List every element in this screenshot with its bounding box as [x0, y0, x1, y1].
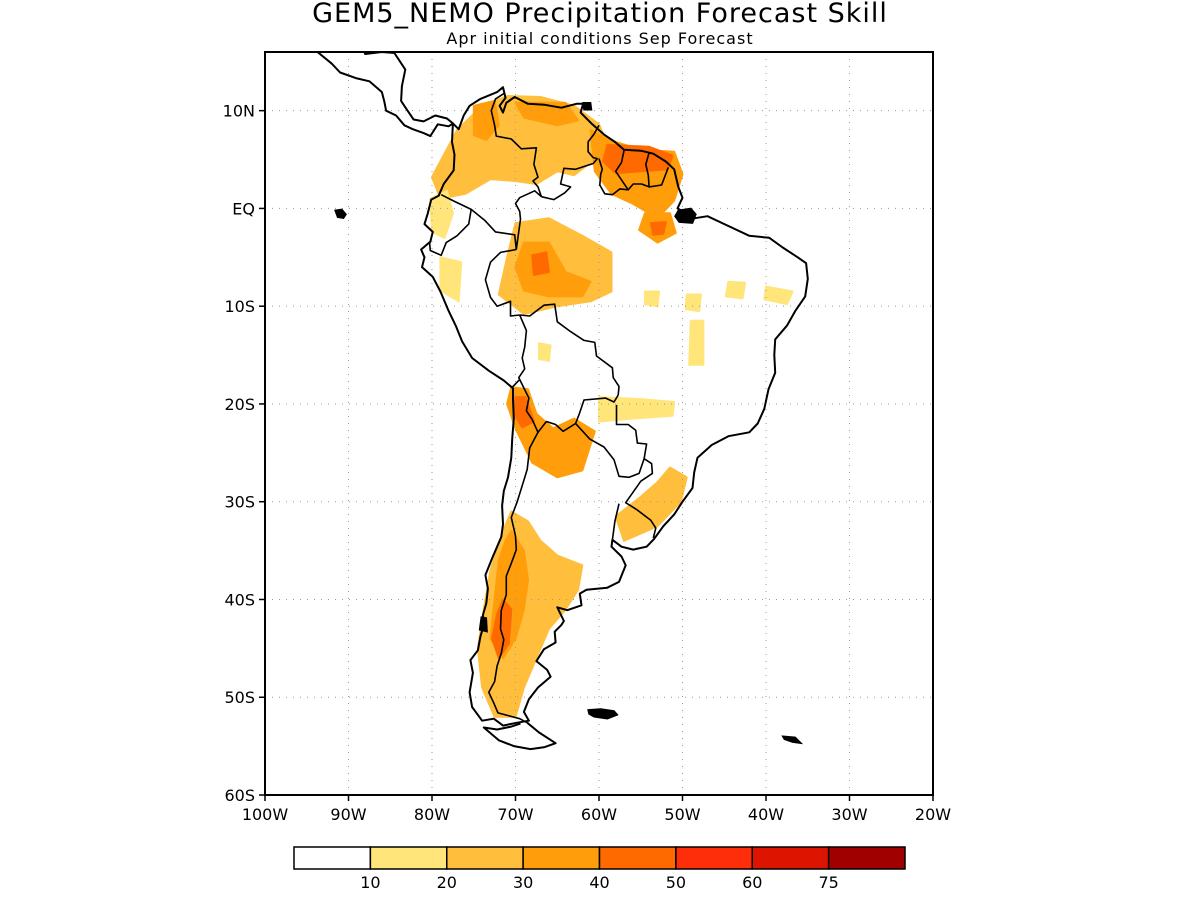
border-guyana-suriname	[614, 150, 629, 191]
border-ecuador-peru	[428, 209, 472, 257]
border-bolivia-brazil	[519, 303, 620, 396]
y-tick-label: 10S	[224, 297, 255, 316]
border-chile-bolivia-argentina	[487, 379, 539, 724]
skill-region-piaui-patch	[724, 280, 747, 300]
skill-region-peru-patch	[439, 256, 463, 303]
y-tick-label: 40S	[224, 590, 255, 609]
colorbar-swatch	[827, 846, 906, 870]
longitude-axis: 100W 90W 80W 70W 60W 50W 40W 30W 20W	[242, 795, 951, 824]
border-paraguay-brazil	[615, 404, 648, 459]
skill-region-guianas-core	[602, 143, 674, 175]
x-tick-label: 100W	[242, 805, 289, 824]
map-gridlines	[265, 52, 933, 795]
colorbar-swatch	[293, 846, 372, 870]
coastline-tierra-del-fuego	[482, 721, 557, 751]
skill-region-guianas	[589, 129, 684, 220]
colorbar-swatch	[522, 846, 601, 870]
y-tick-label: 20S	[224, 395, 255, 414]
colorbar: 10 20 30 40 50 60 75	[293, 846, 906, 892]
x-tick-label: 80W	[414, 805, 450, 824]
colorbar-label: 20	[437, 873, 457, 892]
x-tick-label: 60W	[581, 805, 617, 824]
x-tick-label: 50W	[664, 805, 700, 824]
x-tick-label: 20W	[915, 805, 951, 824]
x-tick-label: 40W	[748, 805, 784, 824]
coastline-south-america	[420, 86, 809, 727]
colorbar-swatch	[369, 846, 448, 870]
island-south-georgia	[781, 735, 804, 745]
island-falklands	[587, 708, 619, 720]
y-tick-label: 50S	[224, 688, 255, 707]
colorbar-label: 40	[589, 873, 609, 892]
island-galapagos	[334, 208, 347, 220]
colorbar-swatch	[446, 846, 524, 870]
skill-region-mato-grosso-small	[643, 290, 661, 308]
country-borders	[428, 92, 670, 724]
x-tick-label: 30W	[831, 805, 867, 824]
border-paraguay-argentina	[575, 422, 645, 479]
y-tick-label: 30S	[224, 493, 255, 512]
colorbar-label: 75	[818, 873, 838, 892]
x-tick-label: 70W	[497, 805, 533, 824]
skill-region-west-amazon-hotspot	[531, 251, 550, 276]
colorbar-label: 50	[666, 873, 686, 892]
y-tick-label: 10N	[223, 102, 255, 121]
latitude-axis: 10N EQ 10S 20S 30S 40S 50S 60S	[223, 102, 265, 805]
island-chiloe	[478, 616, 488, 633]
skill-region-amazon-mouth-core	[649, 221, 667, 236]
figure-title: GEM5_NEMO Precipitation Forecast Skill	[312, 0, 888, 29]
coastlines	[315, 52, 809, 751]
border-argentina-uruguay	[611, 503, 620, 540]
border-peru-bolivia	[511, 314, 528, 388]
border-colombia-ecuador-peru	[440, 193, 518, 250]
colorbar-swatch	[751, 846, 830, 870]
border-colombia-venezuela	[490, 92, 543, 197]
border-bolivia-paraguay-argentina	[537, 394, 619, 433]
skill-region-ecuador-coast	[429, 189, 454, 239]
skill-region-rio-grande-uruguay	[614, 466, 688, 542]
border-argentina-brazil-uruguay	[624, 458, 657, 539]
border-peru-brazil	[484, 248, 520, 317]
skill-contours	[429, 95, 794, 718]
colorbar-swatch	[598, 846, 677, 870]
island-marajo	[674, 207, 697, 224]
y-tick-label: EQ	[232, 199, 255, 218]
skill-region-north-colombia-core	[472, 99, 500, 141]
colorbar-label: 60	[742, 873, 762, 892]
island-trinidad	[582, 102, 593, 111]
islands	[334, 102, 804, 745]
border-colombia-brazil	[514, 190, 542, 250]
skill-region-southern-andes-hotspot	[491, 598, 513, 660]
skill-region-para-small	[684, 293, 702, 313]
coastline-central-america	[315, 52, 454, 138]
border-suriname-fg	[644, 152, 650, 187]
colorbar-swatch	[675, 846, 753, 870]
colorbar-label: 30	[513, 873, 533, 892]
skill-region-goias-patch	[688, 319, 705, 366]
y-tick-label: 60S	[224, 786, 255, 805]
skill-region-bolivia-small	[537, 342, 552, 362]
colorbar-label: 10	[360, 873, 380, 892]
skill-region-central-south-brazil	[598, 396, 676, 423]
figure-subtitle: Apr initial conditions Sep Forecast	[446, 29, 753, 48]
skill-region-east-brazil-patch	[763, 285, 794, 306]
x-tick-label: 90W	[330, 805, 366, 824]
map-area	[265, 52, 933, 795]
border-venezuela-guyana	[541, 124, 600, 201]
